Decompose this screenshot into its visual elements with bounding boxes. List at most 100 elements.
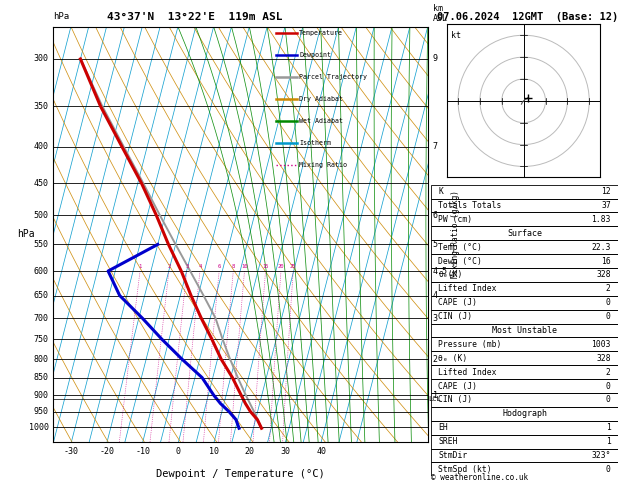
Text: 328: 328 [596, 354, 611, 363]
Text: 550: 550 [33, 240, 48, 249]
Text: 2: 2 [167, 264, 170, 269]
Text: 700: 700 [33, 313, 48, 323]
Text: Lifted Index: Lifted Index [438, 367, 497, 377]
Text: 15: 15 [262, 264, 269, 269]
Text: -30: -30 [64, 447, 79, 456]
Text: 900: 900 [33, 391, 48, 399]
Text: 0: 0 [176, 447, 181, 456]
Text: 323°: 323° [591, 451, 611, 460]
Text: 2: 2 [433, 355, 438, 364]
Text: 500: 500 [33, 211, 48, 220]
Text: 750: 750 [33, 335, 48, 344]
Text: 7: 7 [433, 142, 438, 152]
Text: 8: 8 [231, 264, 235, 269]
Text: Pressure (mb): Pressure (mb) [438, 340, 502, 349]
Text: kt: kt [452, 31, 462, 40]
Bar [431, 337, 618, 351]
Text: 350: 350 [33, 102, 48, 111]
Text: 5: 5 [433, 240, 438, 249]
Text: 6: 6 [218, 264, 221, 269]
Text: 850: 850 [33, 373, 48, 382]
Text: Dewp (°C): Dewp (°C) [438, 257, 482, 265]
Text: 450: 450 [33, 178, 48, 188]
Text: Lifted Index: Lifted Index [438, 284, 497, 294]
Text: Most Unstable: Most Unstable [492, 326, 557, 335]
Bar [431, 434, 618, 449]
Bar [431, 462, 618, 476]
Text: Isotherm: Isotherm [299, 140, 331, 146]
Text: 4: 4 [433, 291, 438, 300]
Text: 20: 20 [245, 447, 255, 456]
Text: 3: 3 [433, 313, 438, 323]
Text: K: K [438, 187, 443, 196]
Text: 9: 9 [433, 54, 438, 64]
Text: LCL: LCL [428, 396, 441, 402]
Text: 2: 2 [606, 284, 611, 294]
Text: Hodograph: Hodograph [502, 409, 547, 418]
Bar [431, 185, 618, 199]
Text: 10: 10 [242, 264, 248, 269]
Bar [431, 268, 618, 282]
Bar [431, 393, 618, 407]
Text: 10: 10 [209, 447, 219, 456]
Text: hPa: hPa [17, 229, 35, 240]
Text: 0: 0 [606, 465, 611, 474]
Text: CAPE (J): CAPE (J) [438, 382, 477, 391]
Text: 1: 1 [433, 391, 438, 399]
Bar [431, 310, 618, 324]
Text: CIN (J): CIN (J) [438, 312, 472, 321]
Text: Totals Totals: Totals Totals [438, 201, 502, 210]
Text: 600: 600 [33, 266, 48, 276]
Bar [431, 240, 618, 254]
Text: hPa: hPa [53, 12, 70, 21]
Bar [431, 324, 618, 337]
Text: 400: 400 [33, 142, 48, 152]
Text: Parcel Trajectory: Parcel Trajectory [299, 74, 367, 80]
Text: km
ASL: km ASL [433, 4, 448, 22]
Text: 40: 40 [316, 447, 326, 456]
Text: 1.83: 1.83 [591, 215, 611, 224]
Text: Temperature: Temperature [299, 30, 343, 36]
Text: PW (cm): PW (cm) [438, 215, 472, 224]
Text: Dry Adiabat: Dry Adiabat [299, 96, 343, 102]
Text: θₑ (K): θₑ (K) [438, 354, 467, 363]
Text: 6: 6 [433, 211, 438, 220]
Text: CAPE (J): CAPE (J) [438, 298, 477, 307]
Text: 0: 0 [606, 312, 611, 321]
Text: 20: 20 [278, 264, 284, 269]
Text: 0: 0 [606, 298, 611, 307]
Text: 1: 1 [606, 437, 611, 446]
Text: 650: 650 [33, 291, 48, 300]
Text: 2: 2 [606, 367, 611, 377]
Bar [431, 351, 618, 365]
Text: Dewpoint: Dewpoint [299, 52, 331, 58]
Bar [431, 407, 618, 421]
Text: Surface: Surface [507, 229, 542, 238]
Text: 0: 0 [606, 382, 611, 391]
Text: Temp (°C): Temp (°C) [438, 243, 482, 252]
Text: 1003: 1003 [591, 340, 611, 349]
Text: -20: -20 [99, 447, 114, 456]
Bar [431, 199, 618, 212]
Text: 300: 300 [33, 54, 48, 64]
Text: EH: EH [438, 423, 448, 432]
Text: StmDir: StmDir [438, 451, 467, 460]
Bar [431, 296, 618, 310]
Text: Dewpoint / Temperature (°C): Dewpoint / Temperature (°C) [156, 469, 325, 479]
Bar [431, 254, 618, 268]
Text: 4.5: 4.5 [433, 266, 448, 276]
Text: 43°37'N  13°22'E  119m ASL: 43°37'N 13°22'E 119m ASL [107, 12, 283, 22]
Text: 25: 25 [290, 264, 296, 269]
Text: Wet Adiabat: Wet Adiabat [299, 118, 343, 124]
Text: © weatheronline.co.uk: © weatheronline.co.uk [431, 473, 528, 482]
Text: θₑ(K): θₑ(K) [438, 270, 463, 279]
Text: 3: 3 [185, 264, 189, 269]
Bar [431, 365, 618, 379]
Text: Mixing Ratio (g/kg): Mixing Ratio (g/kg) [451, 191, 460, 278]
Text: SREH: SREH [438, 437, 458, 446]
Text: 22.3: 22.3 [591, 243, 611, 252]
Text: 07.06.2024  12GMT  (Base: 12): 07.06.2024 12GMT (Base: 12) [437, 12, 618, 22]
Bar [431, 282, 618, 296]
Text: 37: 37 [601, 201, 611, 210]
Text: 950: 950 [33, 407, 48, 416]
